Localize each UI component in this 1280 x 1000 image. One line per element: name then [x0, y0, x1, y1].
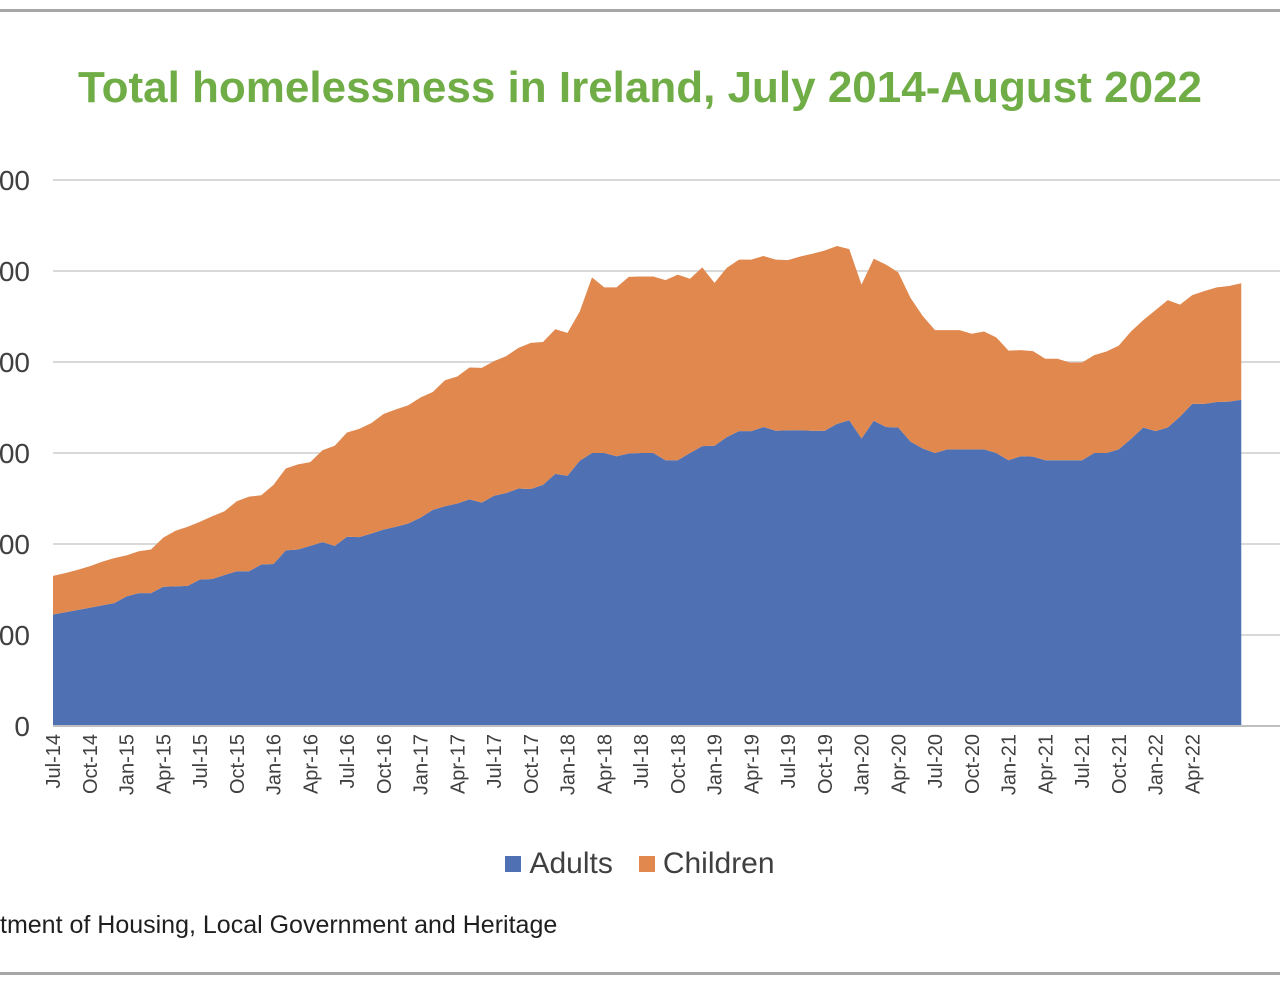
area-series-children: [53, 245, 1242, 615]
x-tick-label: Apr-16: [300, 734, 322, 794]
bottom-rule: [0, 972, 1280, 975]
x-tick-label: Jul-14: [43, 734, 65, 788]
x-tick-label: Oct-20: [962, 734, 984, 794]
x-tick-label: Jan-16: [264, 734, 286, 795]
x-tick-label: Jul-15: [190, 734, 212, 788]
chart-title: Total homelessness in Ireland, July 2014…: [77, 63, 1203, 112]
x-tick-label: Jan-15: [117, 734, 139, 795]
top-rule: [0, 9, 1280, 12]
area-series-adults: [53, 399, 1242, 726]
x-tick-label: Oct-16: [374, 734, 396, 794]
x-tick-label: Apr-18: [594, 734, 616, 794]
x-tick-label: Apr-21: [1035, 734, 1057, 794]
x-tick-label: Jul-19: [778, 734, 800, 788]
x-tick-label: Jul-21: [1072, 734, 1094, 788]
x-tick-label: Apr-20: [888, 734, 910, 794]
y-tick-label: 000: [0, 438, 30, 469]
x-tick-label: Jul-18: [631, 734, 653, 788]
x-tick-label: Apr-22: [1182, 734, 1204, 794]
x-tick-label: Apr-19: [741, 734, 763, 794]
legend: Adults Children: [0, 846, 1280, 882]
x-tick-label: Jan-19: [705, 734, 727, 795]
y-axis-ticks: 0000000000000000000: [0, 165, 30, 742]
legend-item-adults: Adults: [505, 846, 613, 882]
x-tick-label: Apr-15: [153, 734, 175, 794]
legend-label-children: Children: [662, 847, 775, 880]
x-tick-label: Oct-14: [80, 734, 102, 794]
y-tick-label: 000: [0, 347, 30, 378]
x-tick-label: Oct-21: [1109, 734, 1131, 794]
x-tick-label: Jul-17: [484, 734, 506, 788]
x-tick-label: Oct-19: [815, 734, 837, 794]
source-note: tment of Housing, Local Government and H…: [0, 911, 558, 939]
x-tick-label: Apr-17: [447, 734, 469, 794]
stacked-areas: [53, 245, 1242, 726]
x-tick-label: Jul-20: [925, 734, 947, 788]
legend-label-adults: Adults: [529, 847, 613, 880]
legend-swatch-adults: [505, 856, 522, 872]
x-tick-label: Jan-20: [852, 734, 874, 795]
x-tick-label: Jan-21: [999, 734, 1021, 795]
x-tick-label: Jan-22: [1146, 734, 1168, 795]
y-tick-label: 000: [0, 165, 30, 196]
x-tick-label: Oct-18: [668, 734, 690, 794]
y-tick-label: 000: [0, 620, 30, 651]
legend-item-children: Children: [638, 846, 775, 882]
x-tick-label: Oct-15: [227, 734, 249, 794]
x-tick-label: Jan-18: [558, 734, 580, 795]
x-axis-ticks: Jul-14 Oct-14 Jan-15 Apr-15 Jul-15 Oct-15 Jan-…: [43, 734, 1204, 795]
x-tick-label: Jan-17: [411, 734, 433, 795]
y-tick-label: 000: [0, 529, 30, 560]
y-tick-label: 0: [14, 711, 30, 742]
x-tick-label: Jul-16: [337, 734, 359, 788]
x-tick-label: Oct-17: [521, 734, 543, 794]
legend-swatch-children: [638, 856, 655, 872]
y-tick-label: 000: [0, 256, 30, 287]
